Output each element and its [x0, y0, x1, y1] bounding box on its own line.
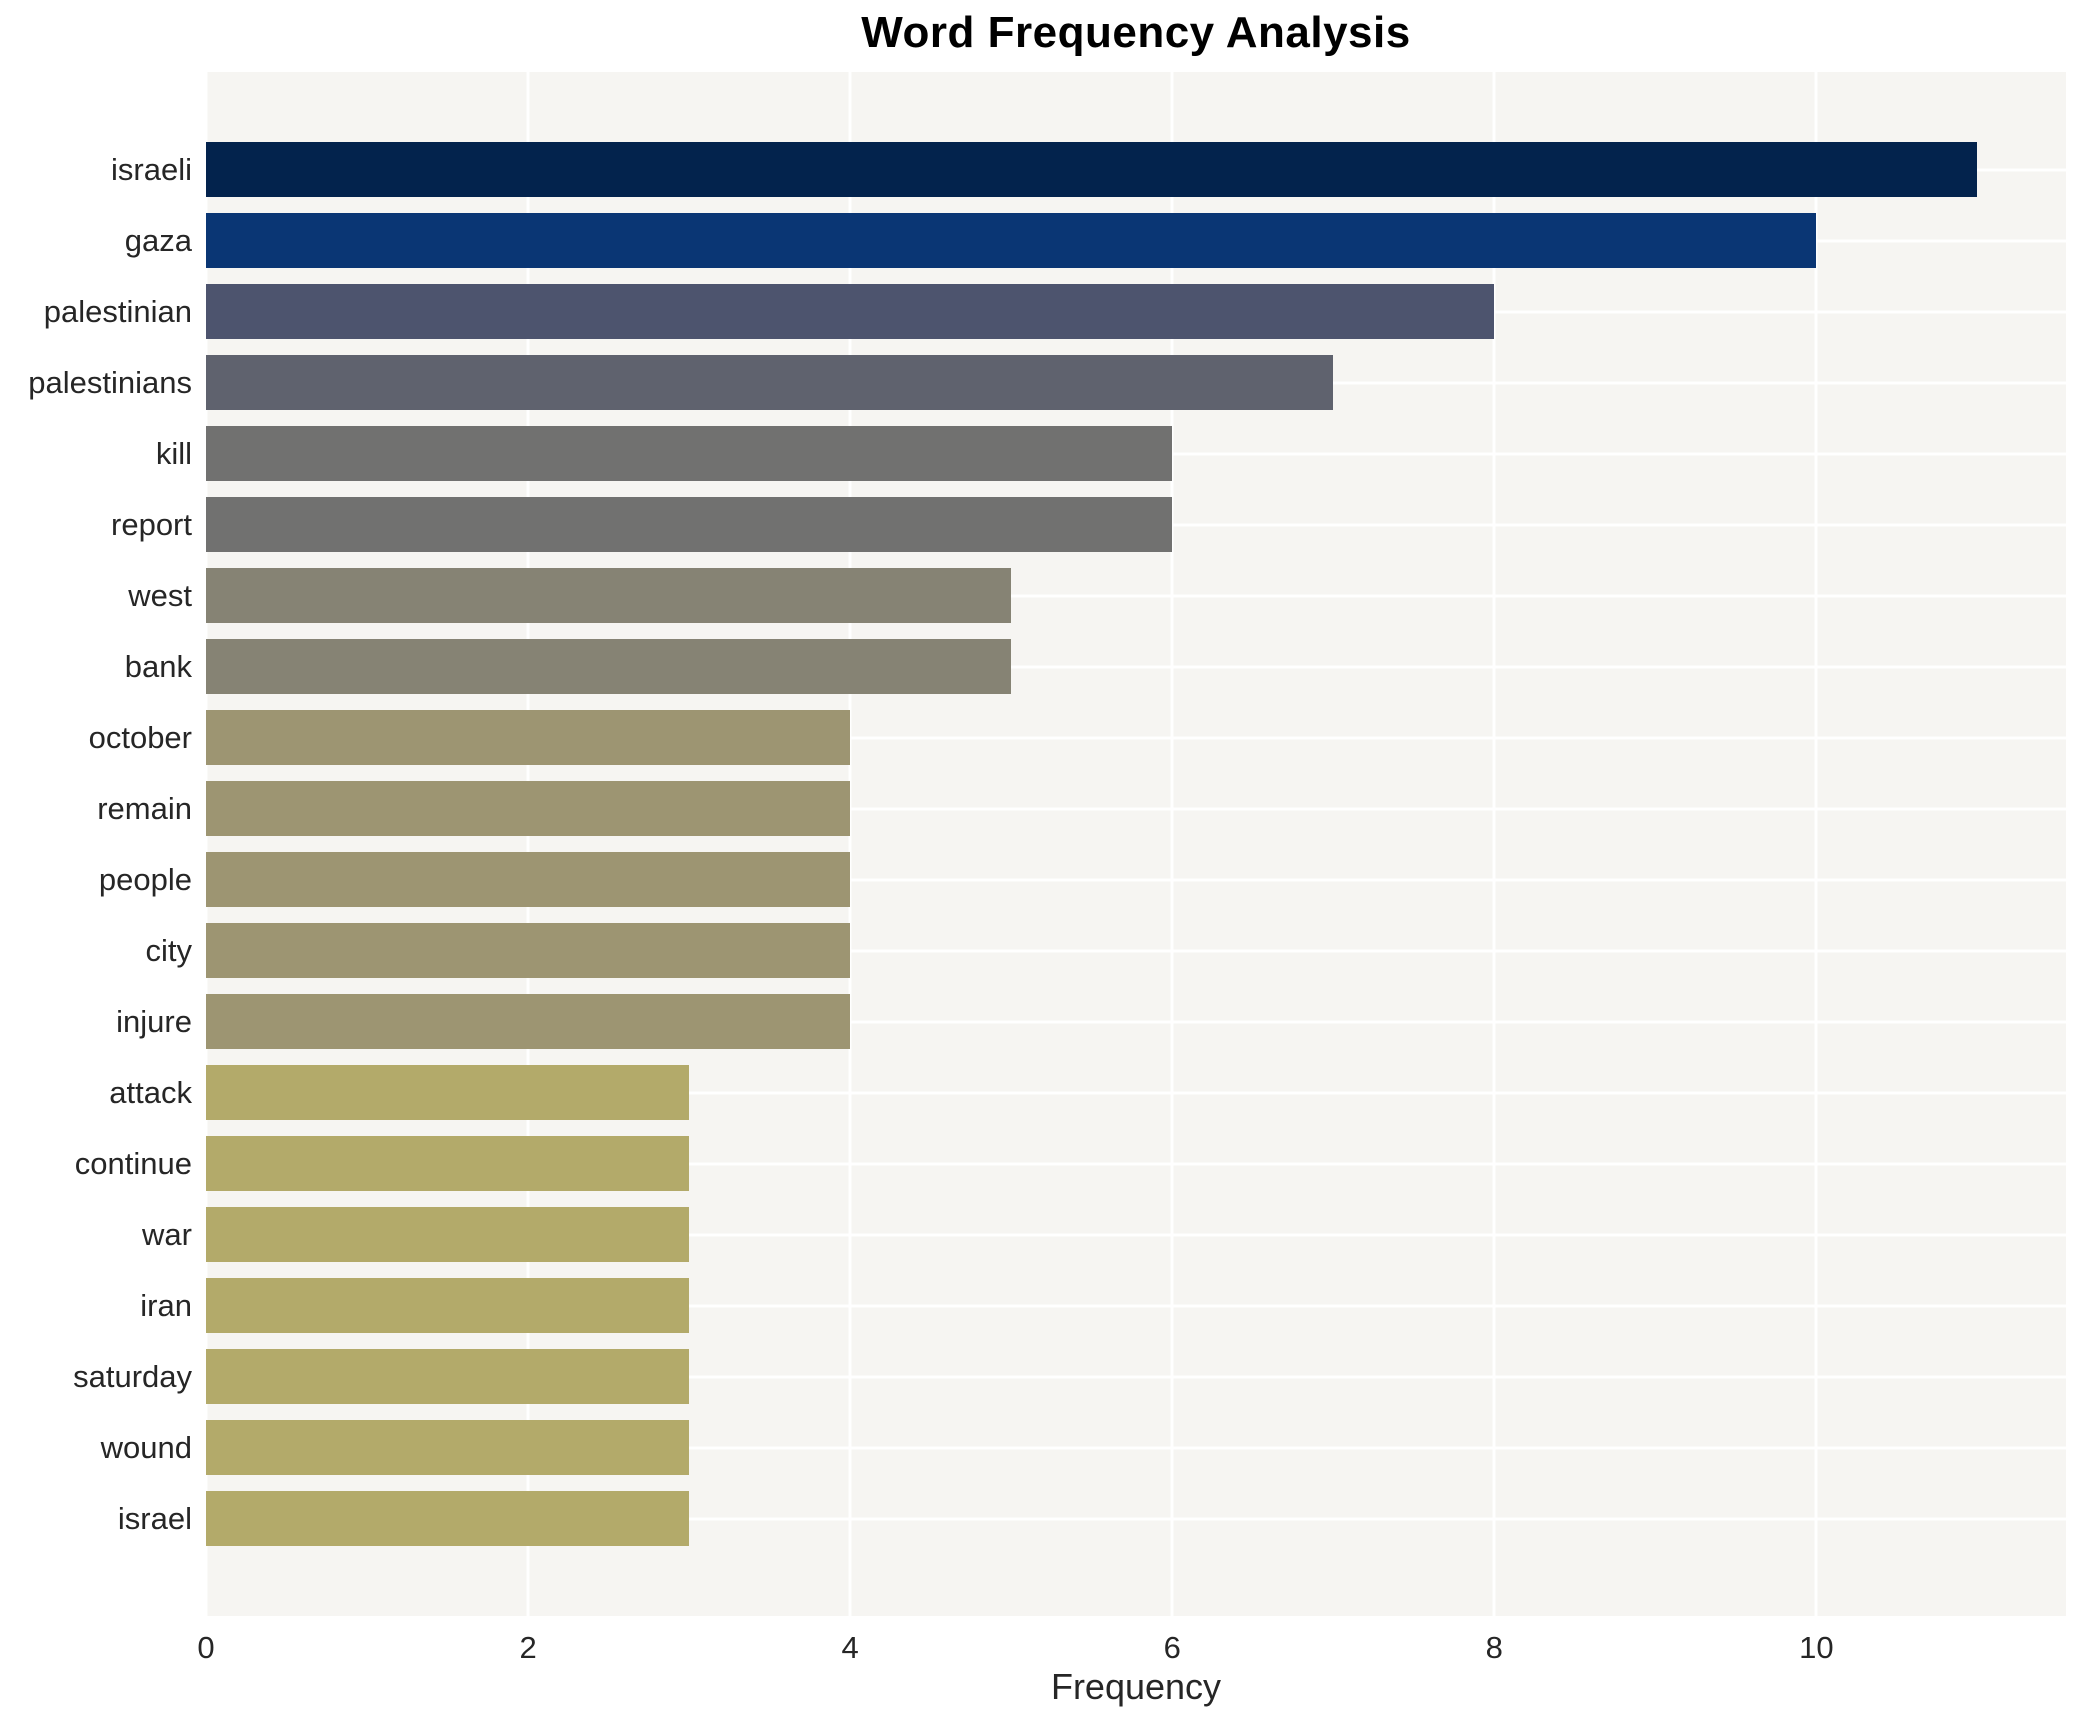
category-label: saturday — [73, 1358, 192, 1394]
bar-row: october — [89, 702, 2066, 773]
category-label: people — [98, 861, 192, 897]
x-axis-label: Frequency — [1050, 1666, 1222, 1707]
category-label: october — [88, 719, 192, 755]
category-label: attack — [109, 1074, 192, 1110]
category-label: west — [128, 577, 192, 613]
vertical-gridlines — [204, 72, 2066, 1616]
frequency-bar — [206, 710, 851, 765]
gridline-x-6 — [1170, 72, 1174, 1616]
gridline-x-0 — [204, 72, 208, 1616]
gridline-x-10 — [1814, 72, 1818, 1616]
gridline-x-4 — [848, 72, 852, 1616]
x-tick-label: 2 — [519, 1630, 537, 1665]
chart-title: Word Frequency Analysis — [861, 8, 1411, 57]
category-label: iran — [140, 1287, 192, 1323]
frequency-bar — [206, 1420, 690, 1475]
bar-row: continue — [75, 1128, 2066, 1199]
category-label: israeli — [111, 151, 192, 187]
category-label: palestinians — [28, 364, 192, 400]
bar-row: israeli — [111, 134, 2066, 205]
frequency-bar — [206, 1065, 690, 1120]
gridline-y — [206, 1375, 2066, 1378]
bar-row: gaza — [125, 205, 2066, 276]
frequency-bar — [206, 1136, 690, 1191]
bar-row: saturday — [73, 1341, 2066, 1412]
frequency-bar — [206, 213, 1817, 268]
bar-row: israel — [118, 1483, 2066, 1554]
category-label: injure — [116, 1003, 192, 1039]
category-label: city — [145, 932, 193, 968]
gridline-y — [206, 1446, 2066, 1449]
x-tick-label: 0 — [197, 1630, 215, 1665]
category-label: palestinian — [43, 293, 192, 329]
category-label: bank — [124, 648, 192, 684]
frequency-bar — [206, 994, 851, 1049]
frequency-bar — [206, 781, 851, 836]
gridline-y — [206, 1233, 2066, 1236]
category-label: kill — [155, 435, 192, 471]
bar-row: iran — [140, 1270, 2066, 1341]
bar-row: kill — [156, 418, 2066, 489]
bar-row: wound — [101, 1412, 2066, 1483]
x-axis-ticks: 0 2 4 6 8 10 — [197, 1630, 2066, 1670]
gridline-y — [206, 878, 2066, 881]
category-label: report — [111, 506, 192, 542]
category-label: continue — [74, 1145, 192, 1181]
category-label: gaza — [124, 222, 192, 258]
category-label: remain — [97, 790, 192, 826]
bar-row: attack — [109, 1057, 2066, 1128]
bar-row: war — [142, 1199, 2066, 1270]
bar-row: city — [146, 915, 2066, 986]
frequency-bar — [206, 923, 851, 978]
gridline-y — [206, 736, 2066, 739]
category-label: wound — [100, 1429, 192, 1465]
gridline-y — [206, 1304, 2066, 1307]
gridline-x-2 — [526, 72, 530, 1616]
x-tick-label: 4 — [841, 1630, 859, 1665]
bar-row: injure — [116, 986, 2066, 1057]
gridline-y — [206, 949, 2066, 952]
bar-row: report — [111, 489, 2066, 560]
frequency-bar — [206, 426, 1173, 481]
gridline-y — [206, 594, 2066, 597]
bar-row: palestinian — [44, 276, 2066, 347]
gridline-y — [206, 665, 2066, 668]
gridline-y — [206, 1162, 2066, 1165]
frequency-bar — [206, 852, 851, 907]
frequency-bar — [206, 355, 1334, 410]
frequency-bar — [206, 568, 1012, 623]
bar-row: bank — [125, 631, 2066, 702]
gridline-y — [206, 807, 2066, 810]
category-label: war — [142, 1216, 192, 1252]
frequency-bar — [206, 1349, 690, 1404]
plot-area: israeli gaza palestinian palestinians kill re… — [28, 72, 2066, 1616]
gridline-y — [206, 1517, 2066, 1520]
bar-row: remain — [97, 773, 2066, 844]
frequency-bar — [206, 1491, 690, 1546]
bar-row: west — [128, 560, 2066, 631]
frequency-bar — [206, 497, 1173, 552]
gridline-y — [206, 1020, 2066, 1023]
frequency-bar — [206, 1207, 690, 1262]
bar-row: people — [99, 844, 2066, 915]
frequency-bar — [206, 639, 1012, 694]
category-label: israel — [117, 1500, 192, 1536]
x-tick-label: 6 — [1163, 1630, 1181, 1665]
bar-rows: israeli gaza palestinian palestinians kill re… — [28, 72, 2066, 1616]
frequency-bar — [206, 284, 1495, 339]
gridline-x-8 — [1492, 72, 1496, 1616]
x-tick-label: 8 — [1485, 1630, 1503, 1665]
bar-row: palestinians — [28, 347, 2066, 418]
frequency-bar — [206, 142, 1978, 197]
frequency-bar — [206, 1278, 690, 1333]
x-tick-label: 10 — [1799, 1630, 1834, 1665]
gridline-y — [206, 1091, 2066, 1094]
